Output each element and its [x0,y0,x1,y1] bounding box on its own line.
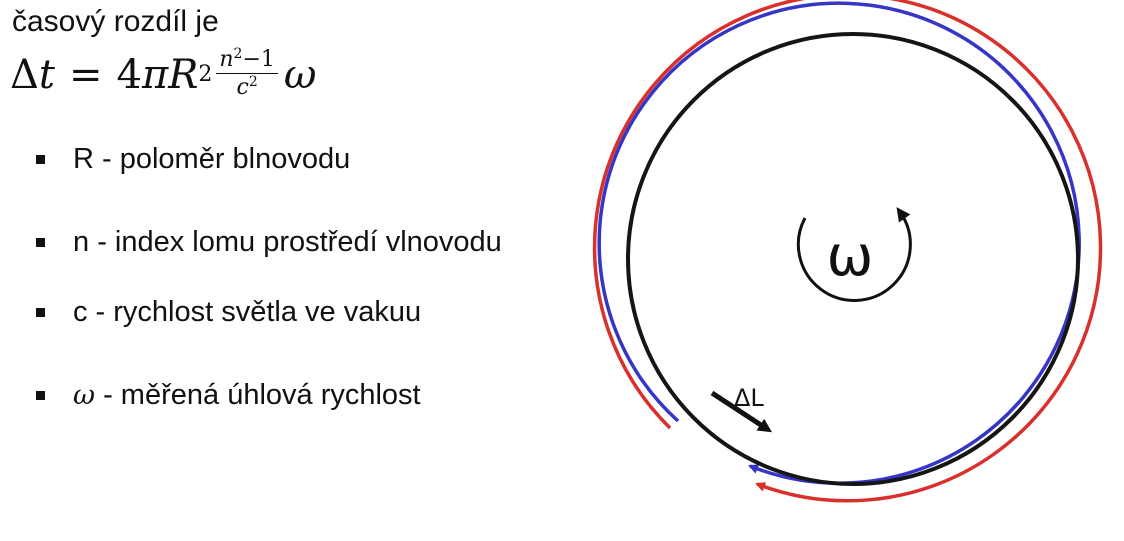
formula-equals: = [68,52,103,98]
param-description: - index lomu prostředí vlnovodu [89,226,502,258]
param-item-r: R - poloměr blnovodu [36,138,556,180]
blue-light-loop [597,1,1081,485]
formula-fraction: n2−1 c2 [216,47,278,99]
rotation-arrow-icon [796,207,912,302]
formula-omega: ω [283,52,317,98]
formula-num-rest: −1 [242,47,275,72]
formula-pi: π [141,52,169,98]
formula-num-n: n [219,47,234,72]
formula-numerator: n2−1 [216,47,278,74]
red-light-loop [592,0,1103,503]
param-item-c: c - rychlost světla ve vakuu [36,291,556,333]
formula-denominator: c2 [237,74,258,99]
formula-t: t [38,52,55,98]
formula-delta: Δ [10,52,39,98]
sagnac-loop-diagram: ω ΔL [592,0,1103,503]
param-symbol: ω [73,380,96,411]
param-item-omega: ω - měřená úhlová rychlost [36,374,556,417]
path-difference-arrow-icon [710,390,773,433]
formula-r-exponent: 2 [198,62,213,87]
param-symbol: R [73,143,94,175]
parameter-list: R - poloměr blnovodu n - index lomu pros… [36,138,556,458]
param-item-n: n - index lomu prostředí vlnovodu [36,221,556,263]
path-difference-label: ΔL [734,384,764,412]
rotation-label: ω [827,224,874,289]
formula-four: 4 [116,52,142,98]
param-description: - měřená úhlová rychlost [95,379,421,411]
param-description: - poloměr blnovodu [93,143,351,175]
formula-den-exponent: 2 [248,74,258,90]
formula-r: R [168,52,199,98]
formula-den-c: c [236,75,249,100]
formula-num-exponent: 2 [233,46,243,62]
param-symbol: c [73,296,88,328]
param-symbol: n [73,226,90,258]
param-description: - rychlost světla ve vakuu [87,296,422,328]
fiber-loop [626,32,1080,486]
intro-text: časový rozdíl je [12,5,219,38]
